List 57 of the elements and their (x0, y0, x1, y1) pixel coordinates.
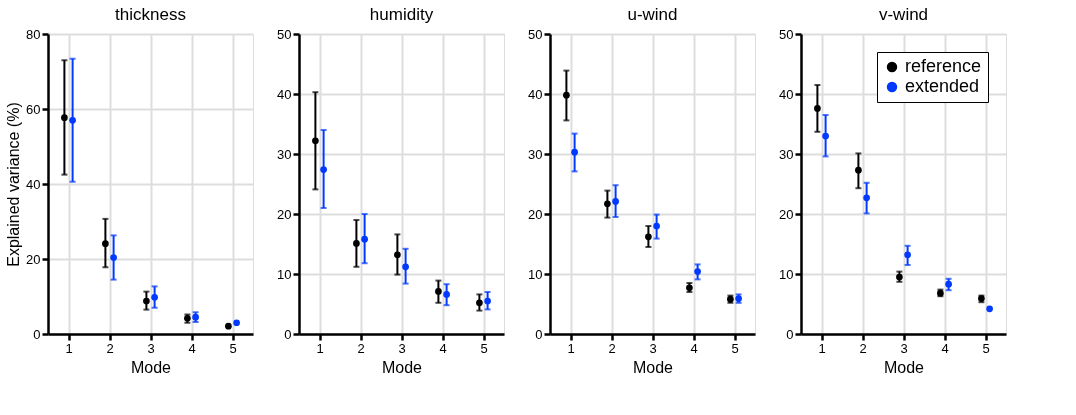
y-tick-label: 10 (528, 266, 543, 282)
x-tick-label: 4 (188, 340, 196, 356)
y-tick-label: 50 (277, 26, 292, 42)
x-tick-label: 2 (608, 340, 616, 356)
x-axis-title: Mode (381, 358, 423, 376)
point (225, 322, 232, 330)
x-tick-label: 1 (567, 340, 575, 356)
chart-title: u-wind (627, 5, 678, 24)
x-tick-label: 3 (900, 340, 908, 356)
y-tick-label: 0 (284, 326, 292, 342)
x-tick-label: 3 (398, 340, 406, 356)
chart-title: thickness (115, 5, 186, 24)
x-tick-label: 5 (229, 340, 237, 356)
x-tick-label: 1 (818, 340, 826, 356)
x-tick-label: 2 (357, 340, 365, 356)
x-tick-label: 4 (690, 340, 698, 356)
y-tick-label: 30 (277, 146, 292, 162)
y-tick-label: 40 (528, 86, 543, 102)
x-tick-label: 3 (649, 340, 657, 356)
y-tick-label: 80 (26, 26, 41, 42)
legend-label: reference (905, 56, 982, 76)
x-axis-title: Mode (883, 358, 925, 376)
x-axis-title: Mode (130, 358, 172, 376)
y-tick-label: 40 (277, 86, 292, 102)
chart-title: v-wind (878, 5, 929, 24)
x-tick-label: 5 (982, 340, 990, 356)
y-tick-label: 50 (528, 26, 543, 42)
y-tick-label: 20 (779, 206, 794, 222)
point (986, 305, 993, 313)
y-tick-label: 40 (779, 86, 794, 102)
chart-title: humidity (369, 5, 434, 24)
x-tick-label: 2 (106, 340, 114, 356)
point (233, 319, 240, 327)
x-tick-label: 3 (147, 340, 155, 356)
y-tick-label: 0 (535, 326, 543, 342)
y-tick-label: 0 (33, 326, 41, 342)
y-tick-label: 10 (779, 266, 794, 282)
x-tick-label: 5 (480, 340, 488, 356)
y-tick-label: 60 (26, 101, 41, 117)
x-tick-label: 4 (941, 340, 949, 356)
y-tick-label: 10 (277, 266, 292, 282)
y-tick-label: 20 (26, 251, 41, 267)
x-tick-label: 1 (65, 340, 73, 356)
y-tick-label: 0 (786, 326, 794, 342)
legend-label: extended (905, 76, 980, 96)
x-tick-label: 5 (731, 340, 739, 356)
y-tick-label: 30 (528, 146, 543, 162)
y-axis-title: Explained variance (%) (5, 102, 23, 267)
y-tick-label: 20 (277, 206, 292, 222)
y-tick-label: 20 (528, 206, 543, 222)
y-tick-label: 30 (779, 146, 794, 162)
y-tick-label: 50 (779, 26, 794, 42)
x-tick-label: 4 (439, 340, 447, 356)
x-tick-label: 1 (316, 340, 324, 356)
x-axis-title: Mode (632, 358, 674, 376)
x-tick-label: 2 (859, 340, 867, 356)
y-tick-label: 40 (26, 176, 41, 192)
